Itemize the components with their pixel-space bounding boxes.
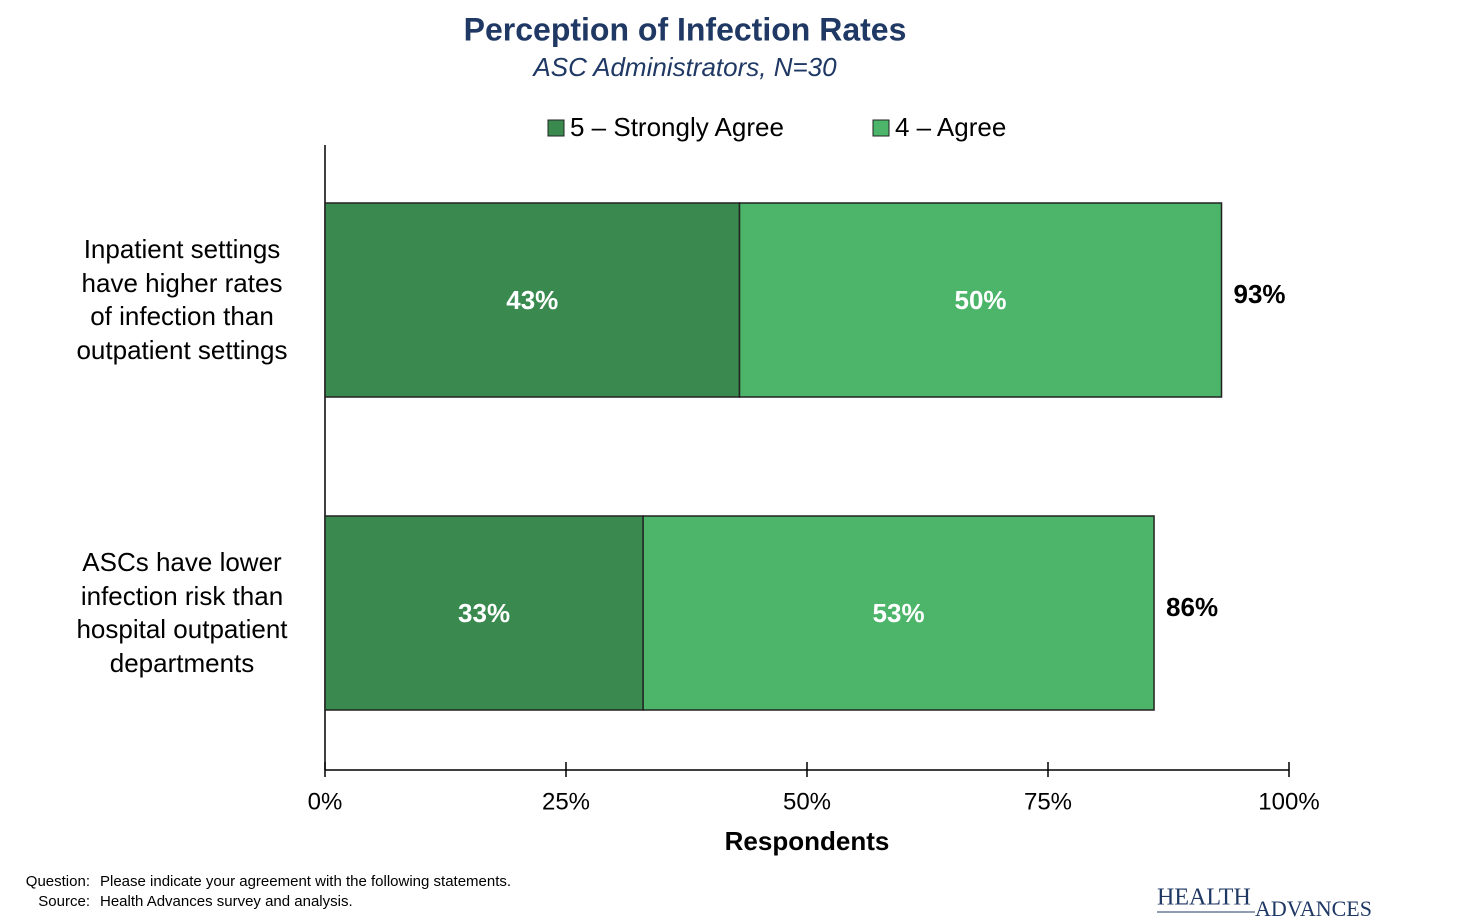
data-label: 50%: [954, 285, 1006, 315]
footer-text: Health Advances survey and analysis.: [100, 893, 353, 910]
x-axis-title: Respondents: [725, 826, 890, 856]
legend-swatch: [547, 119, 565, 137]
data-label: 33%: [458, 598, 510, 628]
footer-label: Question:: [26, 873, 90, 890]
legend-label: 4 – Agree: [895, 112, 1006, 142]
bar-segment: [324, 202, 741, 398]
footer-text: Please indicate your agreement with the …: [100, 873, 511, 890]
category-label: ASCs have lower infection risk than hosp…: [76, 547, 288, 678]
x-tick-label: 0%: [308, 788, 343, 815]
logo: ADVANCES: [1255, 896, 1372, 921]
chart-subtitle: ASC Administrators, N=30: [531, 52, 837, 82]
bar-segment: [642, 515, 1155, 711]
bar-segment: [738, 202, 1223, 398]
legend-label: 5 – Strongly Agree: [570, 112, 784, 142]
footer-label: Source:: [38, 893, 90, 910]
bar-segment: [324, 515, 644, 711]
chart-title: Perception of Infection Rates: [464, 11, 907, 47]
x-tick-label: 100%: [1258, 788, 1319, 815]
legend-swatch: [872, 119, 890, 137]
total-label: 86%: [1166, 592, 1218, 622]
data-label: 53%: [873, 598, 925, 628]
category-label: Inpatient settings have higher rates of …: [76, 234, 288, 365]
logo: HEALTH: [1157, 885, 1251, 911]
x-tick-label: 25%: [542, 788, 590, 815]
x-tick-label: 50%: [783, 788, 831, 815]
x-tick-label: 75%: [1024, 788, 1072, 815]
data-label: 43%: [506, 285, 558, 315]
total-label: 93%: [1234, 279, 1286, 309]
